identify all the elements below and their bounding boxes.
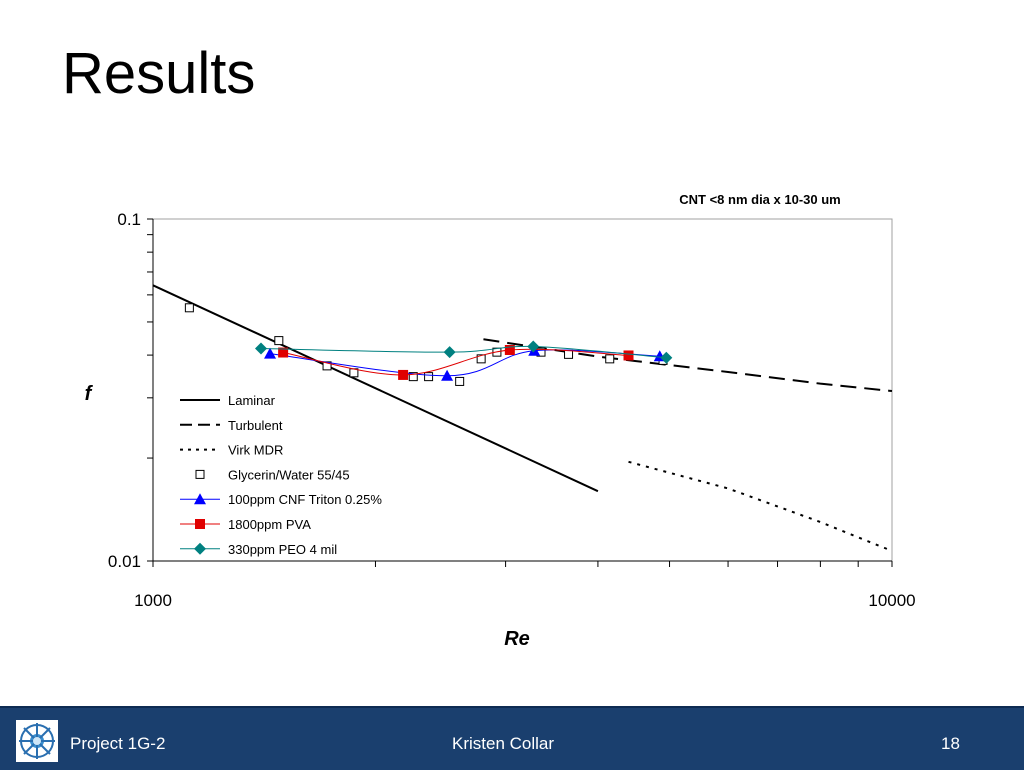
series-virk-mdr xyxy=(628,460,893,552)
series-line xyxy=(483,338,893,393)
legend-swatch xyxy=(195,519,205,529)
legend-item: 330ppm PEO 4 mil xyxy=(180,542,337,557)
legend-item: Laminar xyxy=(180,393,276,408)
plot-area-frame xyxy=(152,218,893,562)
data-point xyxy=(398,369,409,380)
data-point xyxy=(504,344,515,355)
legend-swatch xyxy=(194,493,206,505)
legend-item: Glycerin/Water 55/45 xyxy=(195,467,350,482)
legend-swatch xyxy=(195,469,205,479)
data-point xyxy=(264,347,277,359)
legend-label: Glycerin/Water 55/45 xyxy=(228,467,350,482)
series-line xyxy=(269,349,660,377)
series-laminar xyxy=(152,284,599,493)
series-glycerin-water-55-45 xyxy=(184,303,668,386)
legend-label: 1800ppm PVA xyxy=(228,517,311,532)
chart-legend: Laminar Turbulent Virk MDR Glycerin/Water 5… xyxy=(180,393,382,557)
data-point xyxy=(441,369,454,381)
legend-item: 1800ppm PVA xyxy=(180,517,311,532)
footer-page-number: 18 xyxy=(941,734,960,753)
y-tick-label: 0.1 xyxy=(117,210,141,229)
legend-label: Turbulent xyxy=(228,418,283,433)
data-point xyxy=(443,346,456,359)
legend-label: 100ppm CNF Triton 0.25% xyxy=(228,492,382,507)
series-turbulent xyxy=(483,338,893,393)
series-line xyxy=(260,345,667,359)
data-point xyxy=(278,347,289,358)
slide-title: Results xyxy=(62,41,256,106)
series-line xyxy=(628,460,893,552)
y-axis-label: f xyxy=(85,383,94,405)
legend-label: Laminar xyxy=(228,393,276,408)
data-point xyxy=(564,349,574,359)
series-1800ppm-pva xyxy=(278,344,634,380)
data-point xyxy=(274,336,284,346)
x-tick-label: 10000 xyxy=(868,591,915,610)
y-tick-label: 0.01 xyxy=(108,552,141,571)
legend-item: Virk MDR xyxy=(180,443,283,458)
data-point xyxy=(254,342,267,355)
legend-label: 330ppm PEO 4 mil xyxy=(228,542,337,557)
data-point xyxy=(184,303,194,313)
data-point xyxy=(476,354,486,364)
legend-swatch xyxy=(194,542,206,555)
data-point xyxy=(424,372,434,382)
wheel-logo-icon xyxy=(16,720,58,762)
data-point xyxy=(455,376,465,386)
legend-item: 100ppm CNF Triton 0.25% xyxy=(180,492,382,507)
series-330ppm-peo-4-mil xyxy=(254,340,673,364)
footer-author: Kristen Collar xyxy=(452,734,555,753)
data-point xyxy=(660,351,673,364)
x-tick-label: 1000 xyxy=(134,591,172,610)
data-point xyxy=(605,354,615,364)
data-point xyxy=(623,350,634,361)
data-point xyxy=(408,372,418,382)
footer-project: Project 1G-2 xyxy=(70,734,166,753)
footer-bar: Project 1G-2 Kristen Collar 18 xyxy=(0,706,1024,770)
x-axis-label: Re xyxy=(504,628,530,650)
series-line xyxy=(152,284,599,493)
series-line xyxy=(283,348,629,376)
legend-item: Turbulent xyxy=(180,418,283,433)
data-point xyxy=(527,340,540,353)
chart-title: CNT <8 nm dia x 10-30 um xyxy=(679,192,840,207)
series-layer xyxy=(152,284,893,552)
chart-axes: 1000 10000 0.1 0.01 xyxy=(108,210,916,610)
legend-label: Virk MDR xyxy=(228,443,283,458)
friction-factor-chart: CNT <8 nm dia x 10-30 um 1000 10000 0.1 0.0… xyxy=(85,192,916,650)
